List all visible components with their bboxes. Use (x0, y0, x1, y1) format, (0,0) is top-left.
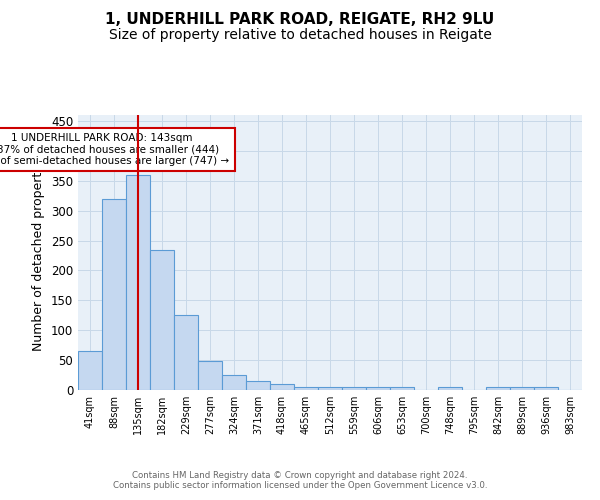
Bar (78, 351, 102, 390)
Bar (510, 387, 534, 390)
Text: Contains HM Land Registry data © Crown copyright and database right 2024.
Contai: Contains HM Land Registry data © Crown c… (113, 470, 487, 490)
Bar (318, 387, 342, 390)
Y-axis label: Number of detached properties: Number of detached properties (32, 154, 46, 351)
Bar (126, 175, 150, 390)
Bar (366, 387, 390, 390)
Bar (342, 387, 366, 390)
Bar (222, 375, 246, 390)
Bar (486, 387, 510, 390)
Bar (270, 384, 294, 390)
Bar (246, 381, 270, 390)
Bar (150, 250, 174, 390)
Bar (294, 387, 318, 390)
Text: 1 UNDERHILL PARK ROAD: 143sqm
← 37% of detached houses are smaller (444)
62% of : 1 UNDERHILL PARK ROAD: 143sqm ← 37% of d… (0, 133, 230, 166)
Bar (102, 198, 126, 390)
Text: 1, UNDERHILL PARK ROAD, REIGATE, RH2 9LU: 1, UNDERHILL PARK ROAD, REIGATE, RH2 9LU (106, 12, 494, 28)
Bar (438, 387, 462, 390)
Text: Size of property relative to detached houses in Reigate: Size of property relative to detached ho… (109, 28, 491, 42)
Bar (198, 362, 222, 390)
Bar (174, 316, 198, 390)
Bar (534, 387, 558, 390)
Bar (390, 387, 414, 390)
